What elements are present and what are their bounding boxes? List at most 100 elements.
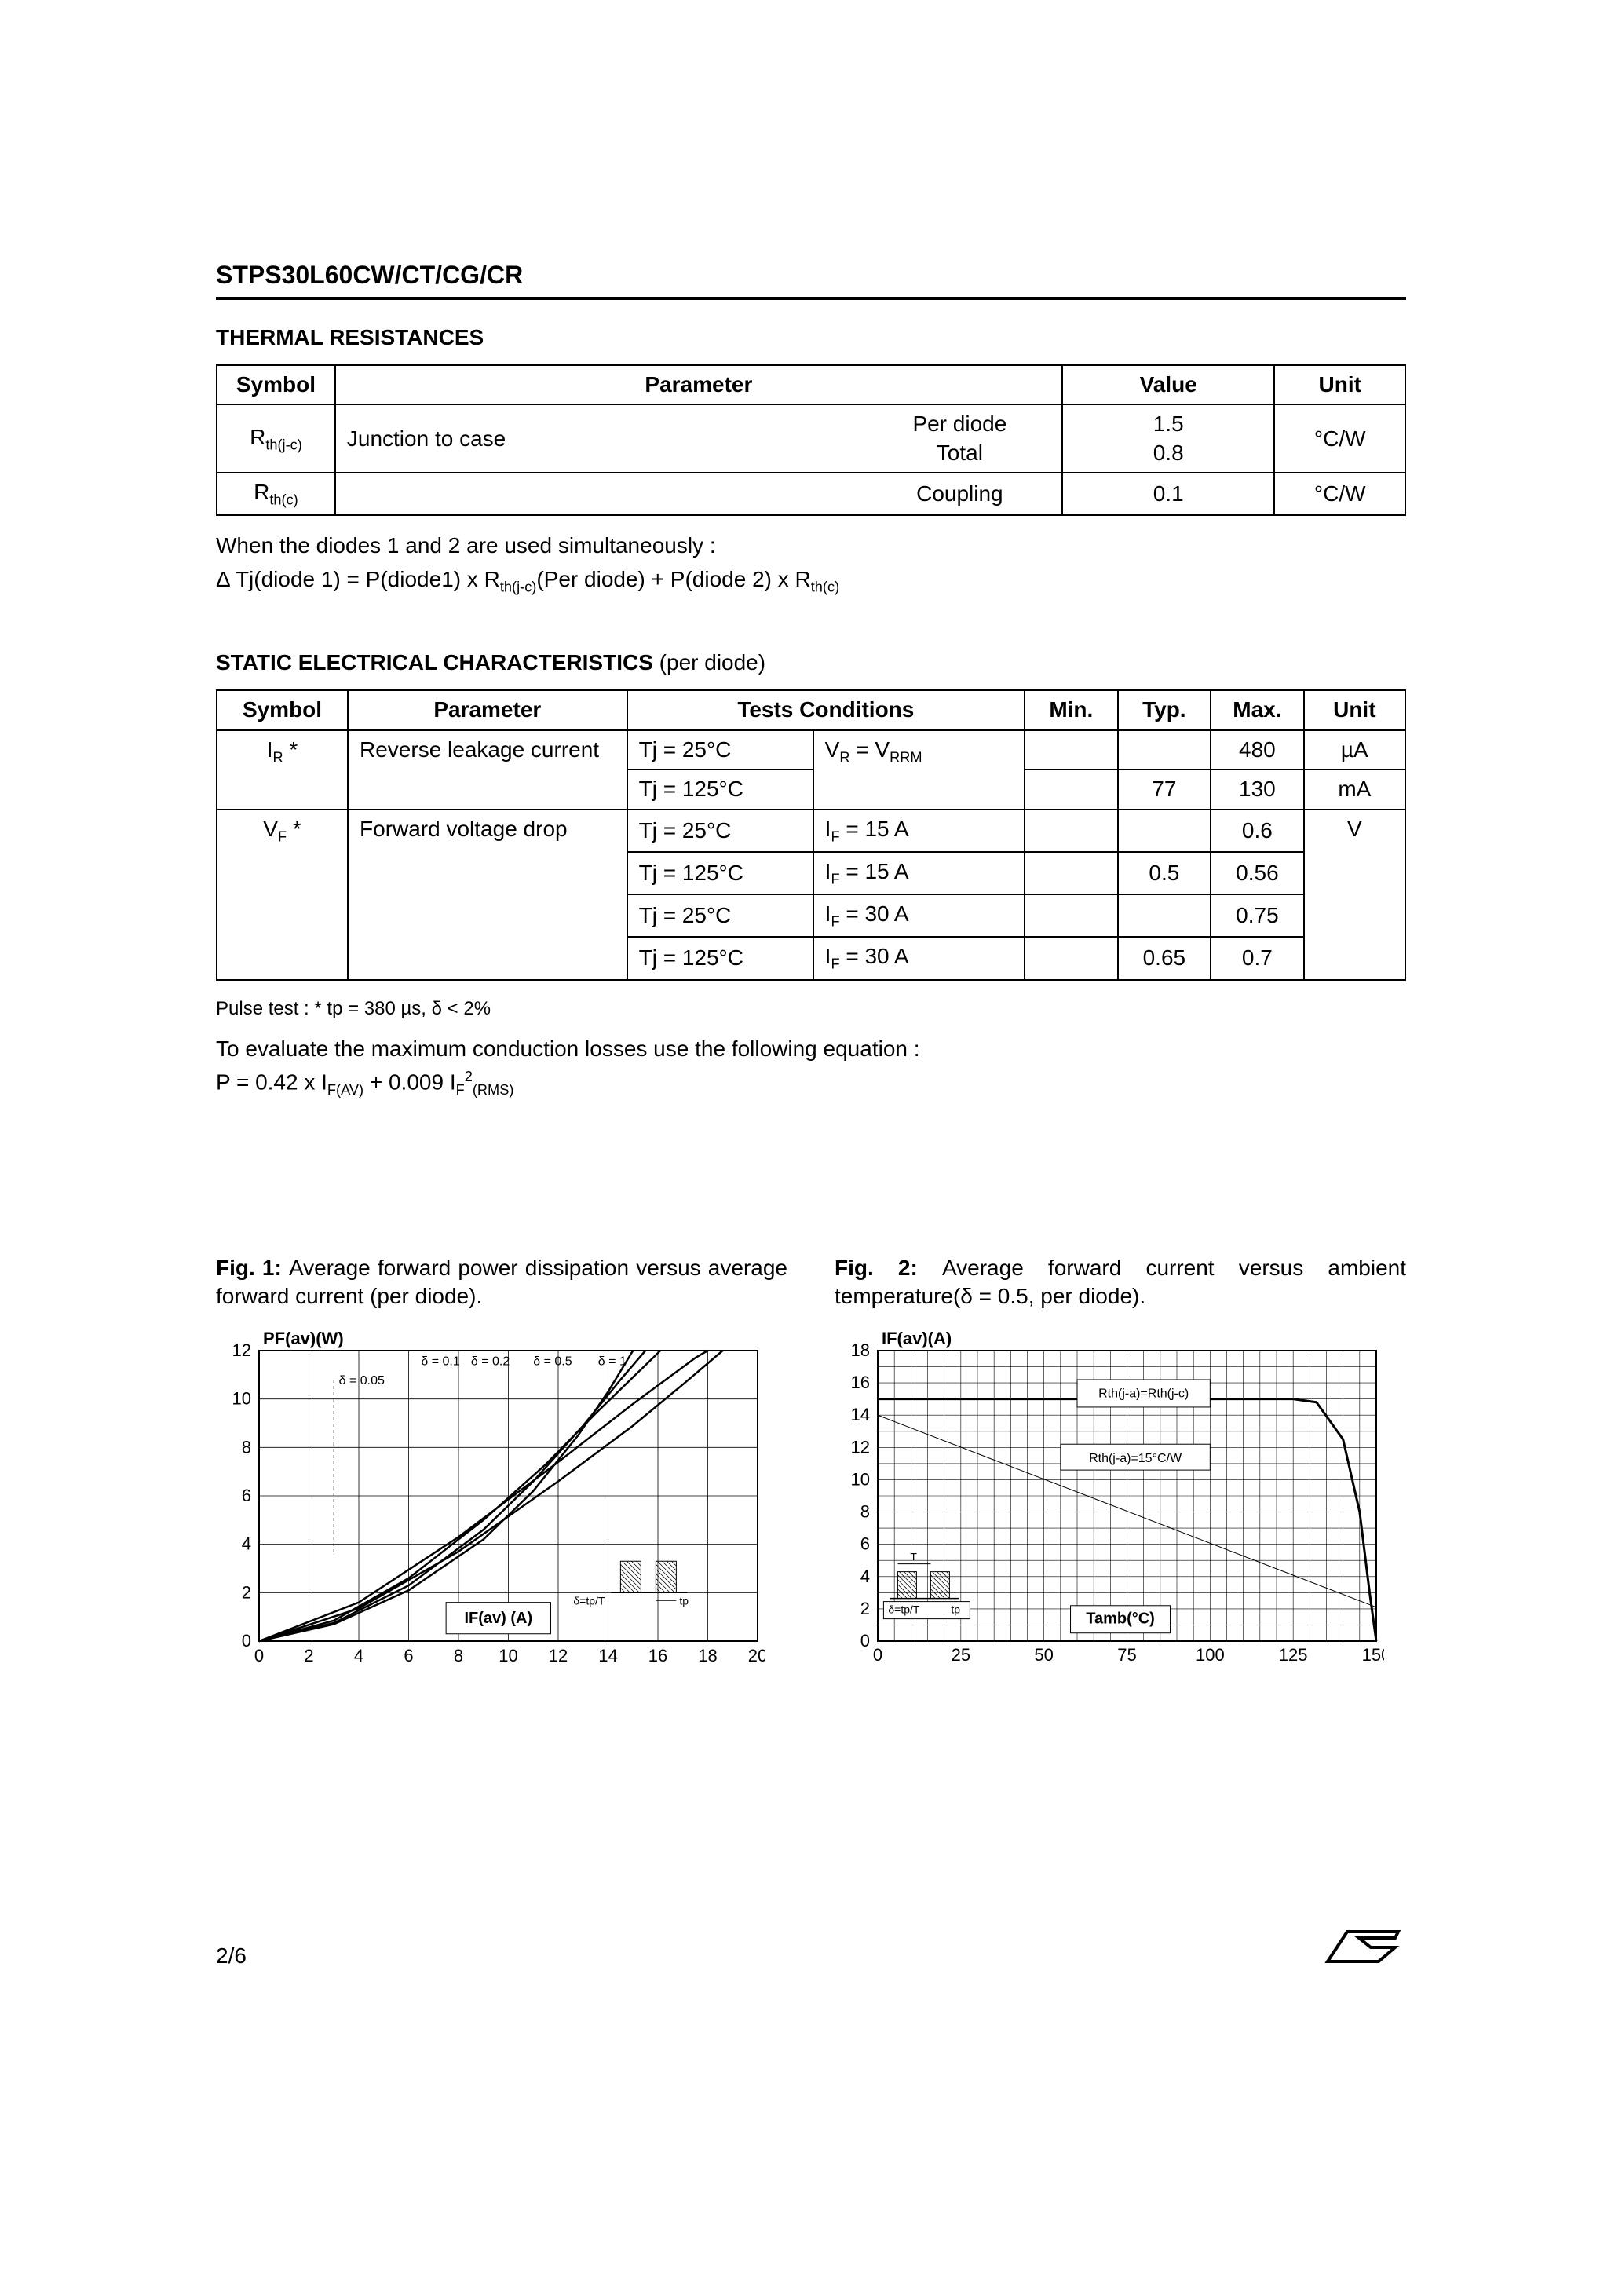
vf-if-2: IF = 15 A xyxy=(813,852,1025,894)
svg-text:2: 2 xyxy=(304,1646,313,1665)
svg-text:tp: tp xyxy=(951,1603,960,1615)
svg-text:4: 4 xyxy=(860,1566,870,1585)
sc-typ: Typ. xyxy=(1118,690,1211,729)
svg-text:δ = 0.05: δ = 0.05 xyxy=(339,1374,385,1387)
vf-tj-2: Tj = 125°C xyxy=(627,852,813,894)
rth-jc-unit: °C/W xyxy=(1274,404,1405,473)
svg-text:50: 50 xyxy=(1034,1645,1053,1665)
svg-text:δ = 1: δ = 1 xyxy=(598,1355,627,1368)
rth-c-symbol: Rth(c) xyxy=(217,473,335,515)
svg-text:10: 10 xyxy=(851,1469,870,1489)
svg-text:150: 150 xyxy=(1362,1645,1384,1665)
ir-r1-max: 480 xyxy=(1211,730,1304,770)
sc-tests: Tests Conditions xyxy=(627,690,1025,729)
ir-r1-unit: µA xyxy=(1304,730,1405,770)
pulse-test-note: Pulse test : * tp = 380 µs, δ < 2% xyxy=(216,996,1406,1021)
vf-r2-max: 0.56 xyxy=(1211,852,1304,894)
vf-r4-max: 0.7 xyxy=(1211,937,1304,979)
svg-text:100: 100 xyxy=(1196,1645,1225,1665)
svg-text:8: 8 xyxy=(860,1501,870,1521)
svg-text:2: 2 xyxy=(242,1582,251,1602)
vf-param: Forward voltage drop xyxy=(348,810,627,980)
svg-text:0: 0 xyxy=(873,1645,882,1665)
rth-jc-cond: Per diode Total xyxy=(858,404,1062,473)
static-section-title: STATIC ELECTRICAL CHARACTERISTICS (per d… xyxy=(216,649,1406,677)
vf-r4-typ: 0.65 xyxy=(1118,937,1211,979)
ir-r2-unit: mA xyxy=(1304,770,1405,809)
svg-text:2: 2 xyxy=(860,1598,870,1618)
col-parameter: Parameter xyxy=(335,365,1062,404)
sc-symbol: Symbol xyxy=(217,690,348,729)
svg-text:0: 0 xyxy=(860,1631,870,1651)
svg-text:20: 20 xyxy=(748,1646,765,1665)
svg-text:0: 0 xyxy=(254,1646,264,1665)
svg-text:δ = 0.2: δ = 0.2 xyxy=(471,1355,510,1368)
vf-r2-typ: 0.5 xyxy=(1118,852,1211,894)
col-unit: Unit xyxy=(1274,365,1405,404)
svg-text:IF(av)(A): IF(av)(A) xyxy=(882,1329,952,1348)
figure-2: Fig. 2: Average forward current versus a… xyxy=(835,1254,1406,1673)
sc-parameter: Parameter xyxy=(348,690,627,729)
ir-symbol: IR * xyxy=(217,730,348,810)
fig1-caption: Fig. 1: Average forward power dissipatio… xyxy=(216,1254,787,1311)
eval-note-1: To evaluate the maximum conduction losse… xyxy=(216,1035,1406,1063)
col-symbol: Symbol xyxy=(217,365,335,404)
ir-tj-1: Tj = 25°C xyxy=(627,730,813,770)
svg-text:PF(av)(W): PF(av)(W) xyxy=(263,1329,344,1348)
fig2-caption: Fig. 2: Average forward current versus a… xyxy=(835,1254,1406,1311)
vf-unit: V xyxy=(1304,810,1405,980)
vf-tj-1: Tj = 25°C xyxy=(627,810,813,852)
ir-param: Reverse leakage current xyxy=(348,730,627,810)
fig2-chart: 0255075100125150024681012141618IF(av)(A)… xyxy=(835,1327,1384,1673)
ir-r2-max: 130 xyxy=(1211,770,1304,809)
ir-tj-2: Tj = 125°C xyxy=(627,770,813,809)
part-number-header: STPS30L60CW/CT/CG/CR xyxy=(216,259,1406,300)
svg-text:8: 8 xyxy=(454,1646,463,1665)
sc-min: Min. xyxy=(1025,690,1118,729)
rth-c-unit: °C/W xyxy=(1274,473,1405,515)
vf-r3-max: 0.75 xyxy=(1211,894,1304,937)
svg-text:16: 16 xyxy=(648,1646,667,1665)
svg-text:14: 14 xyxy=(598,1646,617,1665)
svg-text:18: 18 xyxy=(698,1646,717,1665)
svg-text:12: 12 xyxy=(851,1437,870,1457)
vf-r1-max: 0.6 xyxy=(1211,810,1304,852)
svg-text:6: 6 xyxy=(242,1486,251,1505)
rth-jc-symbol: Rth(j-c) xyxy=(217,404,335,473)
figure-1: Fig. 1: Average forward power dissipatio… xyxy=(216,1254,787,1673)
vf-if-3: IF = 30 A xyxy=(813,894,1025,937)
fig1-chart: 02468101214161820024681012PF(av)(W)δ = 0… xyxy=(216,1327,765,1673)
svg-text:12: 12 xyxy=(549,1646,568,1665)
ir-vr: VR = VRRM xyxy=(813,730,1025,810)
thermal-section-title: THERMAL RESISTANCES xyxy=(216,324,1406,352)
svg-text:8: 8 xyxy=(242,1437,251,1457)
eval-note-2: P = 0.42 x IF(AV) + 0.009 IF2(RMS) xyxy=(216,1068,1406,1100)
svg-text:25: 25 xyxy=(952,1645,970,1665)
svg-text:tp: tp xyxy=(679,1594,689,1607)
static-characteristics-table: Symbol Parameter Tests Conditions Min. T… xyxy=(216,689,1406,980)
vf-tj-4: Tj = 125°C xyxy=(627,937,813,979)
svg-text:δ = 0.5: δ = 0.5 xyxy=(533,1355,572,1368)
svg-text:IF(av) (A): IF(av) (A) xyxy=(464,1609,532,1626)
svg-text:6: 6 xyxy=(404,1646,413,1665)
rth-c-cond: Coupling xyxy=(858,473,1062,515)
svg-text:14: 14 xyxy=(851,1405,870,1424)
ir-r2-typ: 77 xyxy=(1118,770,1211,809)
svg-text:75: 75 xyxy=(1117,1645,1136,1665)
sc-max: Max. xyxy=(1211,690,1304,729)
rth-jc-param: Junction to case xyxy=(335,404,858,473)
svg-text:δ = 0.1: δ = 0.1 xyxy=(421,1355,459,1368)
page-number: 2/6 xyxy=(216,1942,247,1970)
svg-text:Rth(j-a)=15°C/W: Rth(j-a)=15°C/W xyxy=(1089,1451,1182,1464)
svg-text:δ=tp/T: δ=tp/T xyxy=(573,1594,605,1607)
svg-text:δ=tp/T: δ=tp/T xyxy=(888,1603,920,1615)
svg-text:12: 12 xyxy=(232,1340,251,1360)
thermal-note-1: When the diodes 1 and 2 are used simulta… xyxy=(216,532,1406,560)
thermal-note-2: Δ Tj(diode 1) = P(diode1) x Rth(j-c)(Per… xyxy=(216,565,1406,597)
svg-text:Tamb(°C): Tamb(°C) xyxy=(1086,1610,1155,1627)
svg-text:18: 18 xyxy=(851,1340,870,1360)
st-logo xyxy=(1320,1924,1406,1971)
svg-text:4: 4 xyxy=(354,1646,363,1665)
rth-c-value: 0.1 xyxy=(1062,473,1275,515)
svg-text:0: 0 xyxy=(242,1631,251,1651)
